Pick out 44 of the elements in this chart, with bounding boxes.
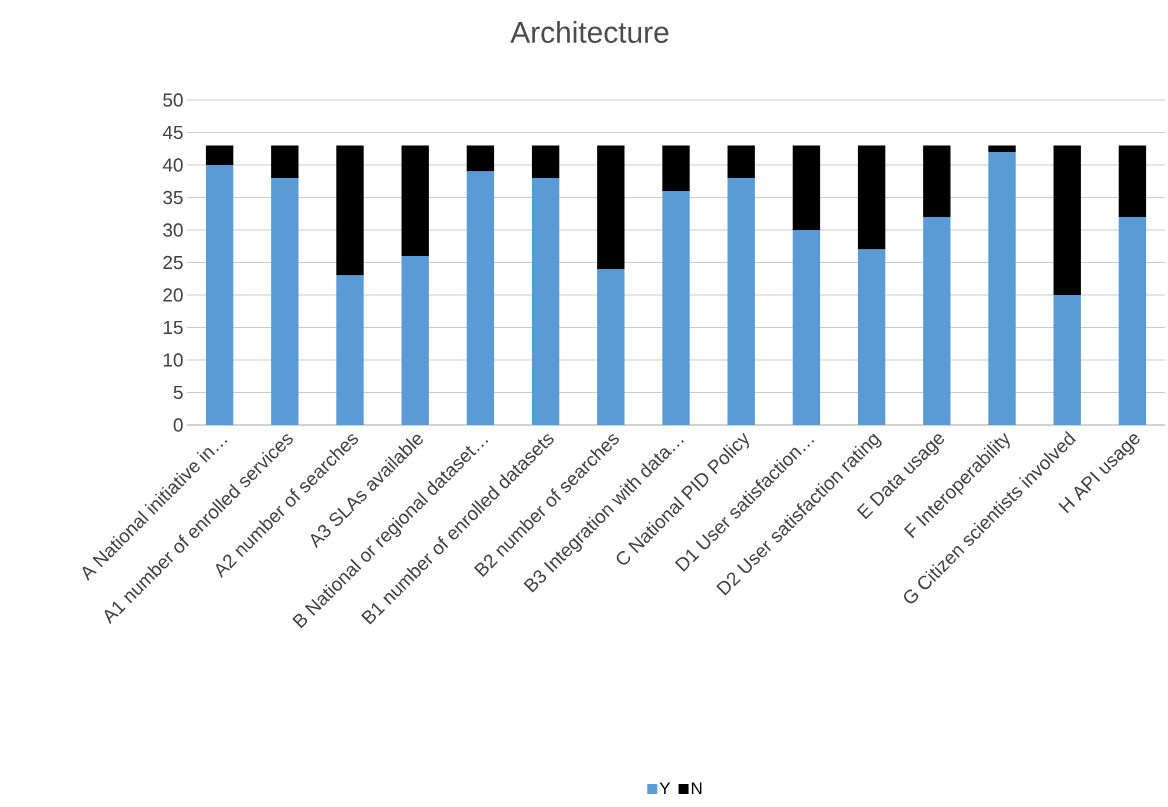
- bar: [466, 145, 495, 172]
- bar: [205, 165, 234, 425]
- y-tick-label: 20: [163, 288, 183, 302]
- bar: [923, 217, 951, 425]
- bar: [1118, 217, 1147, 425]
- bar: [662, 145, 690, 191]
- bar: [271, 145, 299, 178]
- bar: [271, 178, 299, 425]
- bar: [792, 230, 821, 425]
- y-tick-label: 5: [173, 385, 183, 400]
- bar: [336, 275, 364, 425]
- bar: [531, 145, 560, 178]
- bar: [1118, 145, 1147, 217]
- y-tick-label: 50: [163, 93, 183, 107]
- bar: [531, 178, 560, 425]
- legend-label: N: [691, 782, 702, 795]
- bar: [923, 145, 951, 217]
- bar: [466, 171, 495, 425]
- bar: [727, 145, 755, 178]
- y-tick-label: 0: [173, 418, 183, 432]
- bar: [1053, 295, 1081, 425]
- bar: [1053, 145, 1081, 295]
- y-tick-label: 10: [163, 353, 183, 367]
- bar: [336, 145, 364, 276]
- bar: [988, 152, 1016, 425]
- bar: [597, 269, 625, 425]
- bar: [857, 249, 886, 425]
- y-tick-label: 30: [163, 223, 183, 237]
- bar: [988, 145, 1016, 152]
- bar: [401, 256, 429, 425]
- bar: [597, 145, 625, 269]
- y-tick-label: 45: [162, 125, 183, 140]
- y-tick-label: 40: [162, 158, 183, 172]
- y-tick-label: 35: [163, 190, 183, 205]
- chart-title: Architecture: [510, 21, 669, 43]
- bar: [727, 178, 755, 425]
- y-tick-label: 15: [163, 320, 183, 335]
- y-tick-label: 25: [163, 255, 183, 270]
- bar: [662, 191, 690, 425]
- bar: [857, 145, 886, 250]
- bar: [205, 145, 234, 165]
- legend-label: Y: [659, 782, 671, 795]
- bar: [401, 145, 429, 256]
- bar: [792, 145, 821, 230]
